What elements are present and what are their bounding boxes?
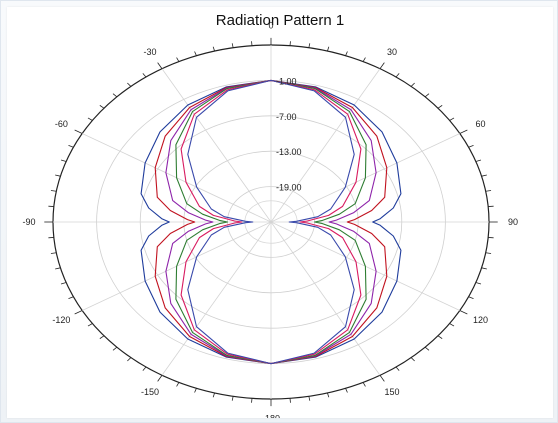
angle-tick-label: 60 [476,119,486,129]
angle-tick-mark [475,159,482,162]
angle-tick-mark [459,129,468,134]
angle-tick-mark [459,310,468,315]
angle-tick-mark [212,46,215,52]
angle-tick-mark [485,190,492,192]
angle-tick-mark [176,382,180,387]
angle-tick-mark [127,82,132,87]
angle-tick-mark [99,105,105,109]
angle-tick-mark [485,252,492,254]
angle-tick-mark [68,296,74,300]
angle-tick-mark [112,93,118,98]
angle-tick-mark [424,93,430,98]
angle-tick-mark [308,43,311,48]
label-layer: 0 30 60 90 120 150 -180 -150 -120 -90 -60 -30 -1.00 -… [23,21,518,418]
angle-tick-mark [345,51,348,56]
angle-tick-label: -150 [141,387,159,397]
angle-tick-mark [194,51,197,56]
angle-tick-mark [87,323,93,327]
angle-tick-mark [395,73,400,78]
angle-tick-mark [112,346,118,351]
angle-tick-mark [60,159,67,162]
grid-spoke [161,221,272,376]
angle-tick-label: -30 [144,47,157,57]
angle-tick-mark [87,117,93,121]
angle-tick-mark [50,190,57,192]
radial-tick-label: -19.00 [276,183,302,193]
angle-tick-label: -60 [55,119,68,129]
angle-tick-mark [449,323,455,327]
angle-tick-mark [327,46,330,52]
angle-tick-mark [127,357,132,362]
angle-tick-mark [379,62,385,69]
angle-tick-mark [55,174,61,177]
series-layer [140,79,402,365]
angle-tick-label: 30 [387,47,397,57]
angle-tick-mark [157,375,163,382]
grid-spoke [270,221,381,376]
angle-tick-mark [424,346,430,351]
grid-layer [44,37,498,407]
angle-tick-mark [362,57,366,62]
angle-tick-mark [68,144,74,148]
angle-tick-mark [142,73,147,78]
series-line [187,79,355,365]
angle-tick-mark [410,357,415,362]
angle-tick-label: 0 [268,21,273,31]
angle-tick-mark [468,144,474,148]
angle-tick-label: -90 [23,217,36,227]
angle-tick-mark [481,267,487,270]
angle-tick-mark [55,267,61,270]
angle-tick-mark [50,252,57,254]
angle-tick-mark [231,43,234,48]
angle-tick-mark [176,57,180,62]
angle-tick-mark [437,105,443,109]
radial-tick-label: -13.00 [276,147,302,157]
angle-tick-mark [379,375,385,382]
angle-tick-mark [468,296,474,300]
radial-tick-label: -7.00 [276,112,297,122]
grid-spoke [161,68,272,223]
angle-tick-mark [194,388,197,393]
angle-tick-mark [410,82,415,87]
angle-tick-mark [395,366,400,371]
polar-chart: 0 30 60 90 120 150 -180 -150 -120 -90 -60 -30 -1.00 -… [23,21,518,418]
plot-panel: Radiation Pattern 1 0 30 60 90 120 150 -180 -15… [7,7,553,418]
radial-tick-label: -1.00 [276,76,297,86]
angle-tick-mark [74,310,83,315]
angle-tick-mark [362,382,366,387]
angle-tick-mark [327,392,330,398]
grid-spoke [270,68,381,223]
angle-tick-mark [231,396,234,401]
angle-tick-label: 150 [384,387,399,397]
angle-tick-mark [142,366,147,371]
angle-tick-label: 120 [473,315,488,325]
angle-tick-mark [60,282,67,285]
angle-tick-mark [475,282,482,285]
angle-tick-mark [437,335,443,339]
angle-tick-label: -180 [262,413,280,418]
angle-tick-mark [449,117,455,121]
angle-tick-mark [74,129,83,134]
angle-tick-label: 90 [508,217,518,227]
angle-tick-label: -120 [52,315,70,325]
chart-title: Radiation Pattern 1 [215,12,345,29]
angle-tick-mark [99,335,105,339]
angle-tick-mark [308,396,311,401]
angle-tick-mark [345,388,348,393]
angle-tick-mark [481,174,487,177]
angle-tick-mark [212,392,215,398]
angle-tick-mark [157,62,163,69]
